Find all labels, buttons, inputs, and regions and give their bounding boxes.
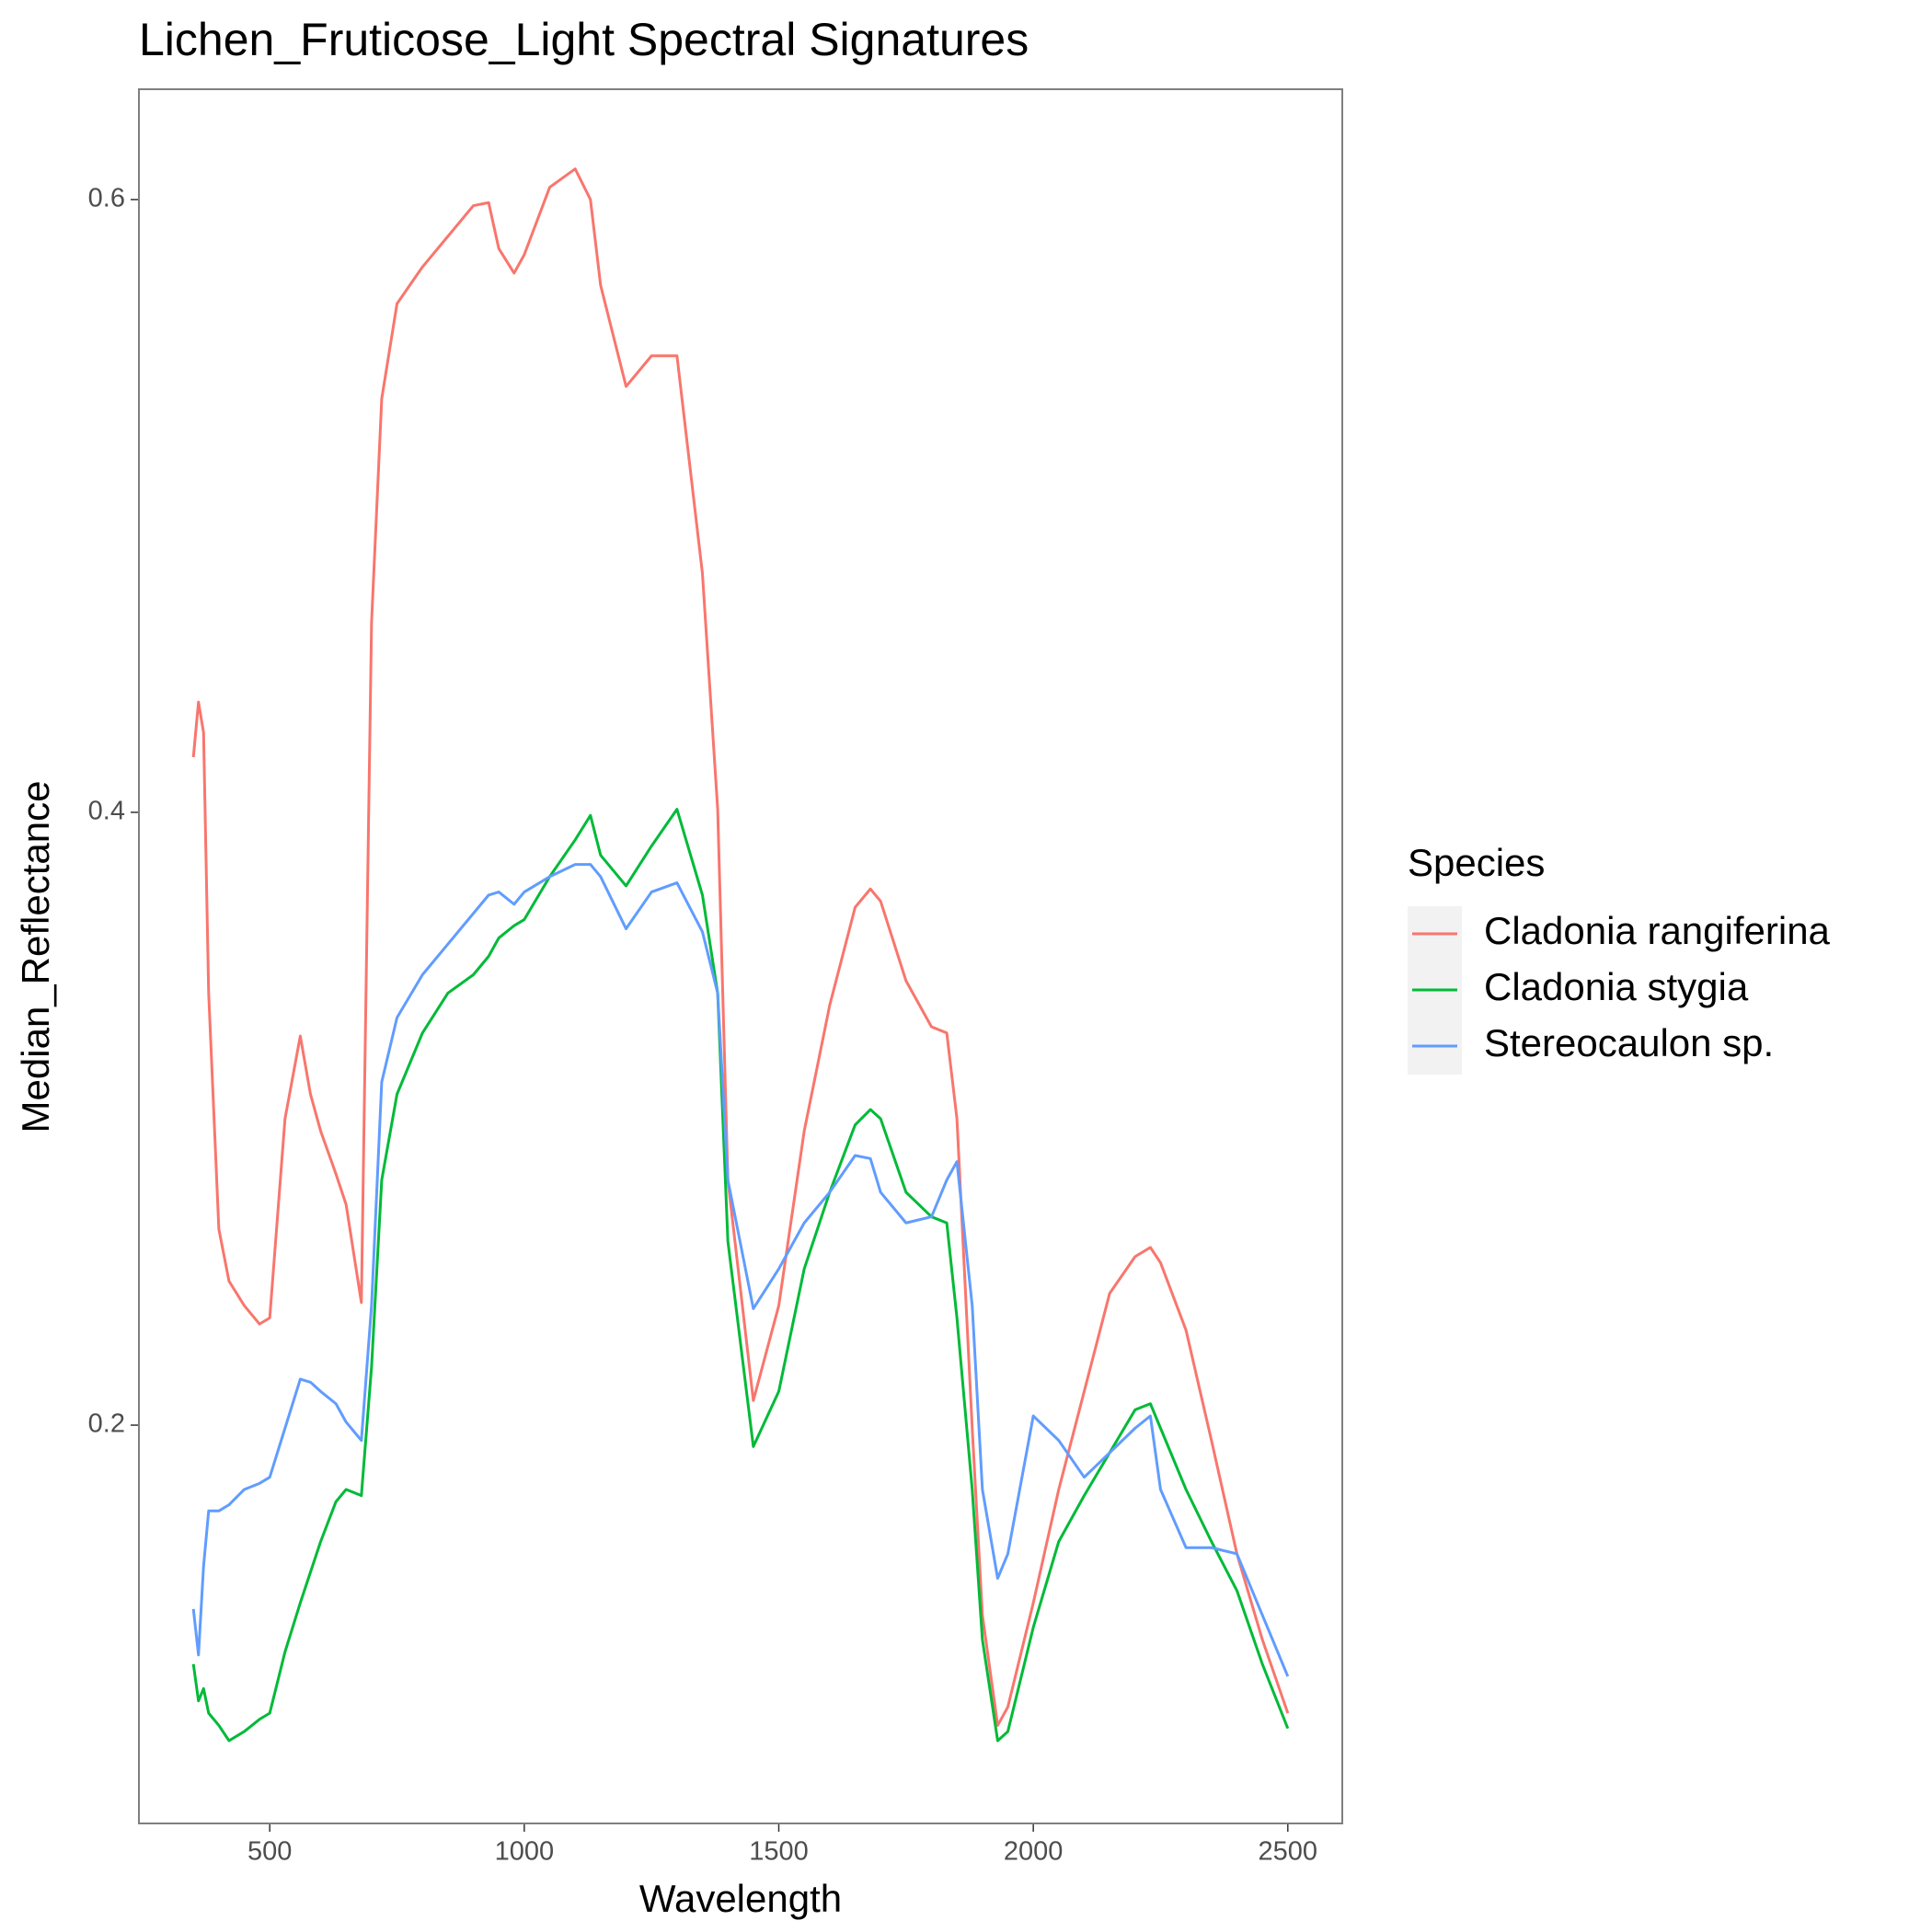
series-line <box>191 167 1290 1727</box>
chart-title: Lichen_Fruticose_Light Spectral Signatur… <box>139 14 1029 65</box>
y-axis-title: Median_Reflectance <box>14 781 57 1133</box>
y-tick-label: 0.2 <box>88 1409 125 1439</box>
legend-label: Stereocaulon sp. <box>1484 1021 1774 1064</box>
x-tick-label: 2000 <box>1004 1837 1064 1867</box>
y-tick-label: 0.4 <box>88 797 125 826</box>
x-tick-label: 500 <box>247 1837 292 1867</box>
legend-label: Cladonia stygia <box>1484 965 1749 1008</box>
plot-border <box>138 88 1343 1824</box>
y-tick-label: 0.6 <box>88 184 125 213</box>
series-line <box>191 863 1290 1677</box>
x-tick-label: 1500 <box>749 1837 809 1867</box>
x-tick-label: 2500 <box>1259 1837 1318 1867</box>
x-tick-label: 1000 <box>495 1837 555 1867</box>
series-line <box>191 808 1290 1742</box>
legend-title: Species <box>1408 841 1545 884</box>
x-axis-title: Wavelength <box>639 1877 842 1920</box>
legend-label: Cladonia rangiferina <box>1484 909 1831 952</box>
